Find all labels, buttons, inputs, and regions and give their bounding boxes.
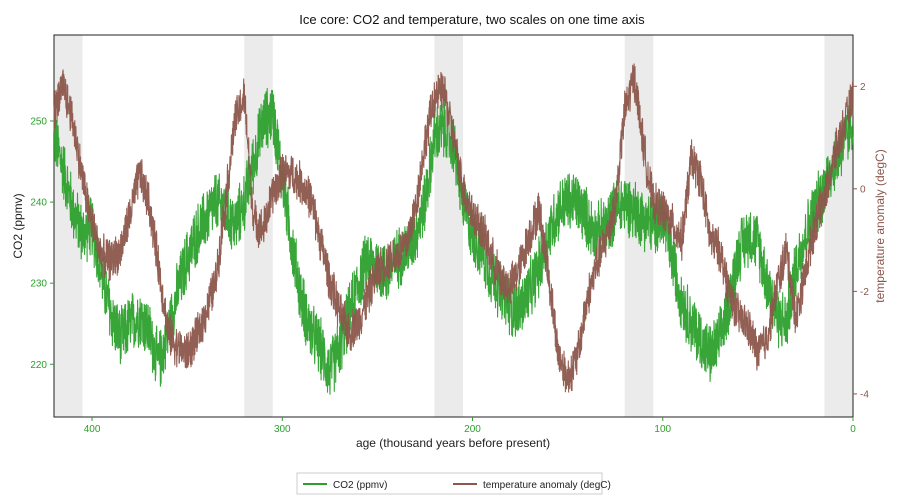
- series-line-co2: [53, 87, 854, 395]
- x-axis-label: age (thousand years before present): [356, 436, 550, 450]
- interglacial-bands: [54, 35, 853, 417]
- series-group: [53, 63, 854, 395]
- y-right-tick-label-3: 2: [860, 82, 866, 93]
- x-tick-label-1: 300: [274, 424, 291, 435]
- y-axis-right-label: temperature anomaly (degC): [873, 149, 887, 302]
- legend-label-temperature: temperature anomaly (degC): [483, 480, 611, 491]
- x-tick-label-3: 100: [654, 424, 671, 435]
- x-tick-label-2: 200: [464, 424, 481, 435]
- plot-frame: [53, 34, 854, 418]
- y-left-tick-label-1: 230: [30, 279, 47, 290]
- y-right-tick-label-2: 0: [860, 184, 866, 195]
- band-4: [824, 35, 853, 417]
- legend-label-co2: CO2 (ppmv): [333, 480, 387, 491]
- y-axis-left-label: CO2 (ppmv): [11, 193, 25, 258]
- y-left-tick-label-2: 240: [30, 198, 47, 209]
- axes-group: 220 230 240 250 -4 -2 0 2 400 300 200 100 0: [30, 82, 869, 435]
- legend: CO2 (ppmv) temperature anomaly (degC): [296, 472, 611, 495]
- series-line-temperature: [53, 63, 854, 393]
- y-left-tick-label-3: 250: [30, 116, 47, 127]
- y-right-tick-label-0: -4: [860, 389, 869, 400]
- legend-box: [296, 472, 603, 495]
- y-right-tick-label-1: -2: [860, 287, 869, 298]
- x-tick-label-4: 0: [850, 424, 856, 435]
- y-left-tick-label-0: 220: [30, 360, 47, 371]
- chart-title: Ice core: CO2 and temperature, two scale…: [299, 12, 645, 27]
- x-tick-label-0: 400: [84, 424, 101, 435]
